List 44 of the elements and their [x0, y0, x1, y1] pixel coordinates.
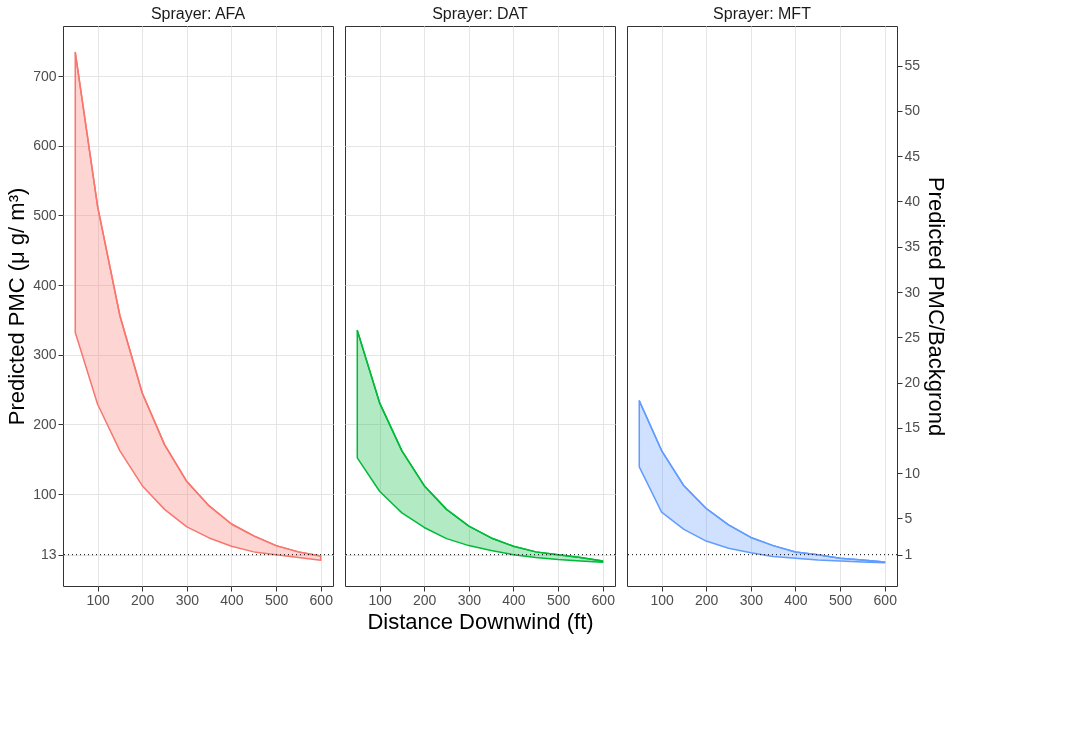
y-tick-label: 100 [33, 485, 57, 502]
x-tick-label: 500 [828, 591, 853, 608]
y2-tick-label: 50 [904, 102, 921, 119]
x-tick-label: 500 [546, 591, 571, 608]
x-tick-label: 200 [131, 591, 155, 608]
y-tick-label: 200 [33, 415, 57, 432]
y-axis-title: Predicted PMC (μ g/ m³) [4, 187, 30, 426]
x-tick-label: 300 [739, 591, 764, 608]
y-tick-label: 700 [33, 67, 57, 84]
y2-tick-label: 5 [904, 509, 913, 526]
x-tick-label: 200 [413, 591, 437, 608]
y-tick-label: 600 [33, 137, 57, 154]
y-tick-label: 300 [33, 346, 57, 363]
x-tick-label: 100 [650, 591, 674, 608]
x-tick-label: 300 [175, 591, 200, 608]
y-tick-label: 400 [33, 276, 57, 293]
x-tick-label: 600 [309, 591, 334, 608]
x-tick-label: 400 [220, 591, 244, 608]
y2-tick-label: 40 [904, 193, 921, 209]
y-tick-label: 500 [33, 206, 57, 223]
y2-tick-label: 10 [904, 464, 921, 481]
y2-tick-label: 35 [904, 238, 921, 255]
y2-tick-label: 25 [904, 328, 921, 345]
x-tick-label: 100 [86, 591, 110, 608]
y2-tick-label: 30 [904, 283, 921, 300]
x-tick-label: 600 [873, 591, 898, 608]
chart-title: Sprayer: DAT [432, 5, 529, 22]
x-tick-label: 500 [264, 591, 289, 608]
x-axis-title: Distance Downwind (ft) [367, 608, 594, 634]
y2-tick-label: 45 [904, 147, 921, 164]
chart-title: Sprayer: MFT [713, 5, 812, 22]
y2-axis-title: Predicted PMC/Backgrond [924, 176, 950, 437]
x-tick-label: 600 [591, 591, 616, 608]
y2-tick-label: 1 [904, 546, 913, 563]
x-tick-label: 400 [784, 591, 808, 608]
y2-tick-label: 20 [904, 374, 921, 391]
chart-title: Sprayer: AFA [150, 5, 246, 22]
y2-tick-label: 15 [904, 419, 921, 436]
x-tick-label: 400 [502, 591, 526, 608]
y2-tick-label: 55 [904, 57, 921, 74]
y-tick-label: 13 [40, 546, 57, 563]
x-tick-label: 300 [457, 591, 482, 608]
x-tick-label: 200 [695, 591, 719, 608]
x-tick-label: 100 [368, 591, 392, 608]
